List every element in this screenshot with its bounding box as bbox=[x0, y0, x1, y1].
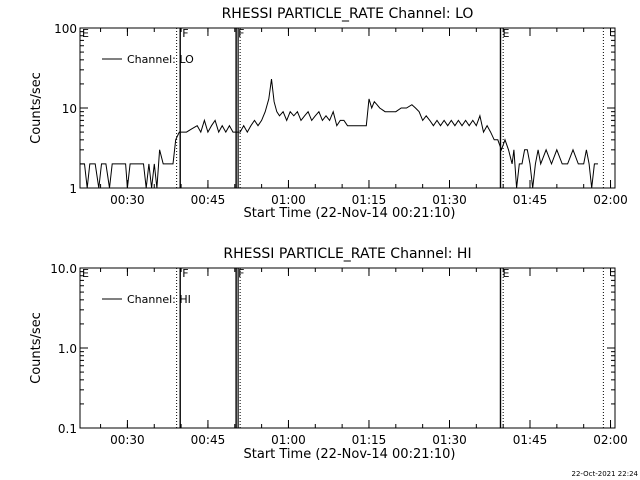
x-tick-label: 01:30 bbox=[432, 193, 467, 207]
y-tick-label: 1 bbox=[69, 182, 77, 196]
y-tick-label: 10 bbox=[62, 102, 77, 116]
plot-frame bbox=[79, 27, 616, 189]
flag-label: F bbox=[238, 27, 244, 40]
y-axis-label: Counts/sec bbox=[29, 312, 44, 384]
x-tick-label: 01:45 bbox=[513, 433, 548, 447]
y-tick-label: 1.0 bbox=[58, 342, 77, 356]
y-axis-label: Counts/sec bbox=[29, 72, 44, 144]
flag-label: F bbox=[182, 27, 188, 40]
x-axis-label: Start Time (22-Nov-14 00:21:10) bbox=[244, 447, 456, 462]
chart-title: RHESSI PARTICLE_RATE Channel: HI bbox=[223, 246, 471, 262]
x-tick-label: 00:45 bbox=[191, 193, 226, 207]
x-tick-label: 02:00 bbox=[593, 193, 628, 207]
series-line-channel-lo bbox=[80, 79, 598, 189]
x-tick-label: 02:00 bbox=[593, 433, 628, 447]
x-tick-label: 01:00 bbox=[271, 193, 306, 207]
flag-label: E bbox=[502, 27, 509, 40]
x-tick-label: 01:15 bbox=[352, 433, 387, 447]
x-tick-label: 00:45 bbox=[191, 433, 226, 447]
x-axis-label: Start Time (22-Nov-14 00:21:10) bbox=[244, 206, 456, 221]
flag-label: E bbox=[82, 267, 89, 280]
x-tick-label: 01:45 bbox=[513, 193, 548, 207]
x-tick-label: 01:00 bbox=[271, 433, 306, 447]
plot-frame bbox=[79, 267, 616, 429]
legend-label: Channel: LO bbox=[127, 53, 194, 66]
y-tick-label: 0.1 bbox=[58, 422, 77, 436]
chart-title: RHESSI PARTICLE_RATE Channel: LO bbox=[222, 6, 474, 22]
flag-label: F bbox=[182, 267, 188, 280]
y-tick-label: 100 bbox=[54, 22, 77, 36]
y-tick-label: 10.0 bbox=[50, 262, 77, 276]
x-tick-label: 01:30 bbox=[432, 433, 467, 447]
x-tick-label: 01:15 bbox=[352, 193, 387, 207]
legend-label: Channel: HI bbox=[127, 293, 191, 306]
flag-label: E bbox=[82, 27, 89, 40]
x-tick-label: 00:30 bbox=[110, 433, 145, 447]
x-tick-label: 00:30 bbox=[110, 193, 145, 207]
flag-label: E bbox=[502, 267, 509, 280]
flag-label: F bbox=[238, 267, 244, 280]
footer-stamp: 22-Oct-2021 22:24 bbox=[571, 470, 638, 478]
